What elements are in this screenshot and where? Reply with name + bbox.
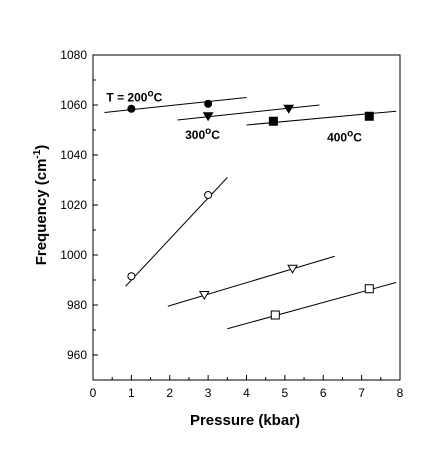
- open-square-marker: [270, 310, 280, 320]
- filled-circle-marker: [204, 99, 213, 108]
- fit-line: [167, 255, 335, 307]
- fit-line: [125, 177, 228, 287]
- x-tick-label: 5: [282, 386, 289, 400]
- y-tick-label: 1020: [60, 198, 87, 212]
- x-tick-label: 4: [243, 386, 250, 400]
- open-triangle-down-marker: [287, 264, 298, 274]
- temperature-label: 300oC: [185, 126, 220, 142]
- filled-square-marker: [268, 116, 278, 126]
- x-tick-label: 2: [166, 386, 173, 400]
- x-tick-label: 1: [128, 386, 135, 400]
- x-tick-label: 3: [205, 386, 212, 400]
- x-tick-label: 6: [320, 386, 327, 400]
- x-axis-title: Pressure (kbar): [190, 412, 300, 429]
- open-circle-marker: [127, 272, 136, 281]
- x-tick-label: 0: [90, 386, 97, 400]
- y-tick-label: 1000: [60, 248, 87, 262]
- axes: 0 1 2 3 4 5 6 7 8 960 980 1000 1020 1040 1060 1080: [60, 48, 403, 400]
- y-tick-label: 1040: [60, 148, 87, 162]
- open-circle-marker: [204, 191, 213, 199]
- temperature-label: T = 200oC: [106, 88, 162, 104]
- fit-line: [177, 104, 320, 121]
- filled-triangle-down-marker: [283, 104, 295, 114]
- y-tick-label: 960: [67, 348, 87, 362]
- y-tick-label: 1080: [60, 48, 87, 62]
- x-tick-label: 7: [358, 386, 365, 400]
- y-tick-label: 1060: [60, 98, 87, 112]
- data-markers: [127, 99, 374, 320]
- y-tick-label: 980: [67, 298, 87, 312]
- y-axis-title: Frequency (cm-1): [32, 145, 50, 266]
- open-triangle-down-marker: [198, 291, 210, 300]
- filled-circle-marker: [127, 104, 136, 113]
- filled-triangle-down-marker: [202, 112, 214, 122]
- temperature-label: 400oC: [327, 128, 362, 144]
- x-tick-label: 8: [397, 386, 404, 400]
- open-square-marker: [364, 284, 374, 294]
- filled-square-marker: [364, 111, 374, 121]
- annotations: T = 200oC 300oC 400oC: [106, 88, 362, 144]
